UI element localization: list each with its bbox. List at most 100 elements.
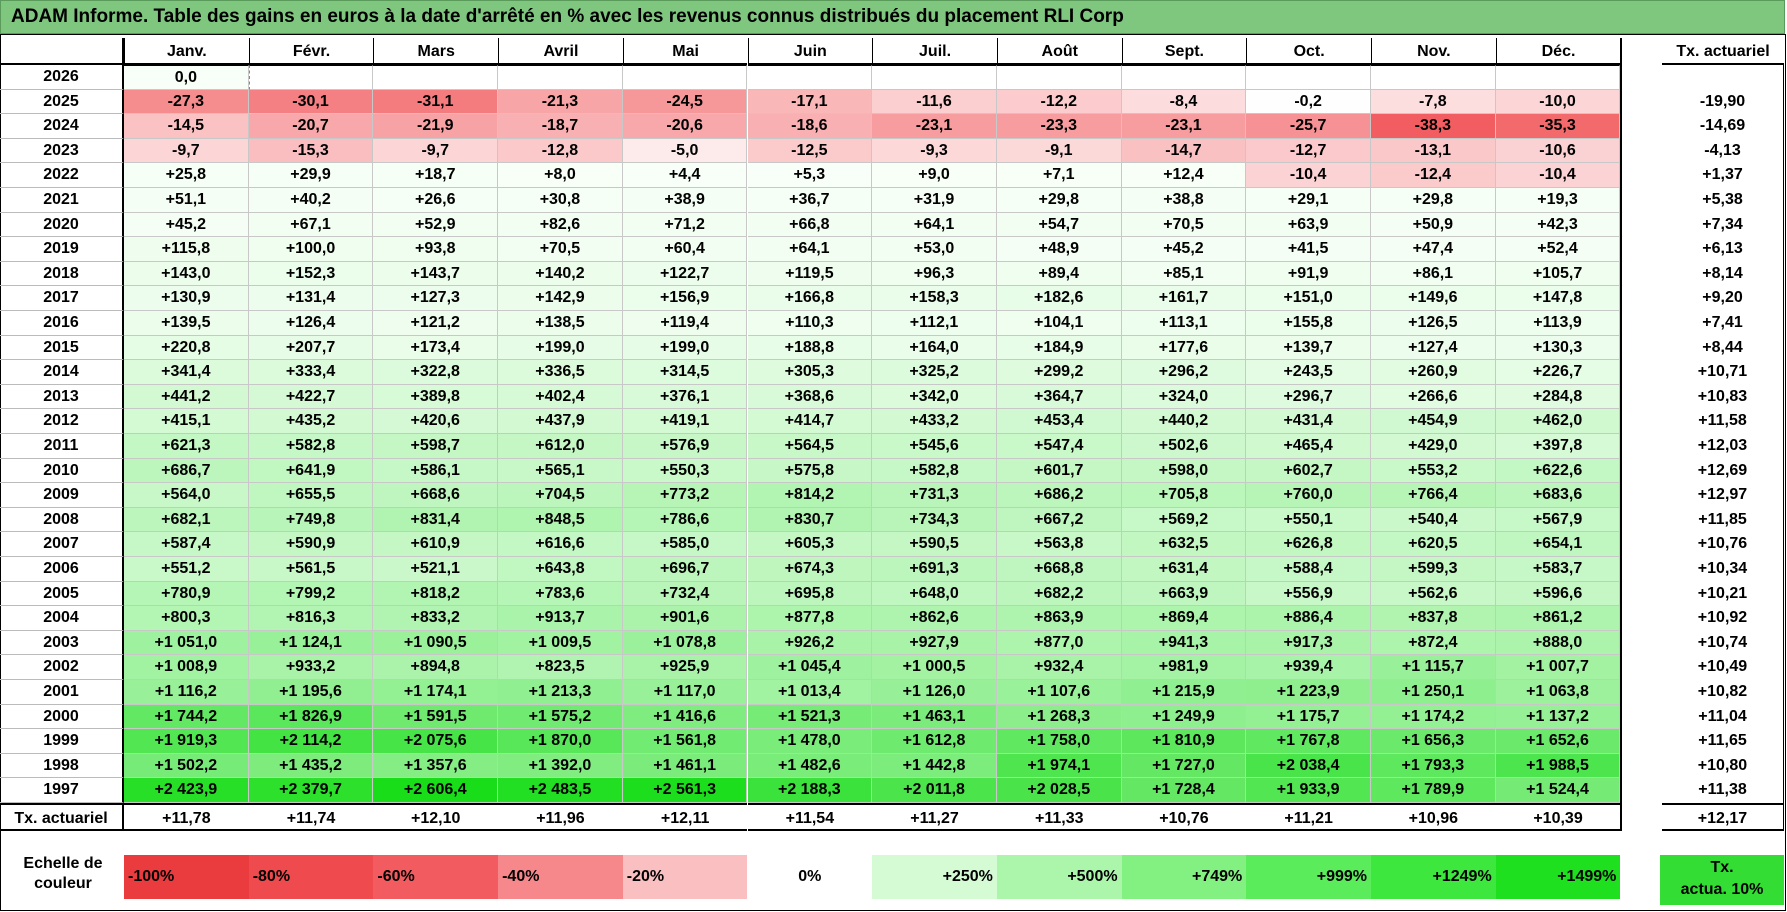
gain-cell: +454,9 (1371, 409, 1496, 434)
gain-cell: +38,9 (622, 188, 748, 213)
gain-cell: -12,2 (996, 89, 1122, 115)
gain-cell: +641,9 (248, 458, 374, 484)
gain-cell: +151,0 (1246, 286, 1371, 311)
gain-cell: +1 223,9 (1246, 680, 1371, 705)
gain-cell: +184,9 (996, 335, 1122, 361)
rate-cell: +11,85 (1660, 507, 1784, 533)
year-label: 2009 (0, 483, 124, 508)
year-label: 2004 (0, 606, 124, 631)
gain-cell: +1 612,8 (872, 729, 997, 754)
rate-cell: +8,14 (1660, 261, 1784, 287)
gain-cell: -15,3 (248, 138, 374, 164)
gain-cell: +415,1 (124, 409, 249, 434)
gain-cell: +682,2 (996, 581, 1122, 607)
gain-cell: +521,1 (373, 557, 499, 582)
year-label: 2007 (0, 532, 124, 557)
gain-cell: +51,1 (124, 188, 249, 213)
gain-cell: +551,2 (124, 557, 249, 582)
gain-cell: +1 442,8 (872, 753, 997, 779)
gain-cell: +814,2 (747, 483, 873, 508)
rate-cell: +11,38 (1660, 778, 1784, 803)
gain-cell: +402,4 (498, 384, 623, 410)
gain-cell: -11,6 (872, 89, 997, 115)
gain-cell: +1 933,9 (1246, 778, 1371, 803)
gain-cell: +575,8 (747, 458, 873, 484)
gain-cell: +1 013,4 (747, 680, 873, 705)
gain-cell: +766,4 (1371, 483, 1496, 508)
gain-cell: +299,2 (996, 360, 1122, 385)
year-label: 2001 (0, 680, 124, 705)
gain-cell: +115,8 (124, 237, 249, 262)
month-header: Juin (747, 38, 873, 65)
gain-cell: +605,3 (747, 532, 873, 557)
year-label: 2020 (0, 212, 124, 238)
gain-cell: +1 051,0 (124, 630, 249, 656)
color-scale-legend: Echelle de couleur -100% -80% -60% -40% -20% 0%… (0, 846, 1787, 912)
rate-cell: +10,74 (1660, 630, 1784, 656)
gain-cell: +322,8 (373, 360, 499, 385)
gain-cell: +1 116,2 (124, 680, 249, 705)
year-label: 2019 (0, 237, 124, 262)
gain-cell: +927,9 (872, 630, 997, 656)
gain-cell: +668,6 (373, 483, 499, 508)
footer-rate-cell: +11,54 (747, 803, 873, 831)
gain-cell: +1 009,5 (498, 630, 623, 656)
gain-cell: +1 435,2 (248, 753, 374, 779)
legend-swatch: -40% (498, 855, 623, 899)
gain-cell: -30,1 (248, 89, 374, 115)
footer-rate-cell: +11,27 (872, 803, 997, 831)
gain-cell: +64,1 (747, 237, 873, 262)
gain-cell: +547,4 (996, 434, 1122, 459)
gain-cell: +376,1 (622, 384, 748, 410)
rate-cell: -14,69 (1660, 114, 1784, 139)
gain-cell: +1 789,9 (1371, 778, 1496, 803)
gain-cell: +284,8 (1495, 384, 1621, 410)
gain-cell: +89,4 (996, 261, 1122, 287)
gain-cell: +2 188,3 (747, 778, 873, 803)
rate-cell: +12,03 (1660, 434, 1784, 459)
gain-cell: +67,1 (248, 212, 374, 238)
gain-cell: +1 463,1 (872, 704, 997, 730)
gain-cell: +1 213,3 (498, 680, 623, 705)
month-header: Déc. (1495, 38, 1621, 65)
gain-cell: +626,8 (1246, 532, 1371, 557)
gain-cell: +341,4 (124, 360, 249, 385)
gain-cell: +939,4 (1246, 655, 1371, 680)
gain-cell: -14,5 (124, 114, 249, 139)
gain-cell: +1 063,8 (1495, 680, 1621, 705)
month-header: Oct. (1246, 38, 1371, 65)
rate-cell: +10,83 (1660, 384, 1784, 410)
gain-cell: +1 482,6 (747, 753, 873, 779)
year-label: 2025 (0, 89, 124, 115)
gain-cell: -38,3 (1371, 114, 1496, 139)
gain-cell: +704,5 (498, 483, 623, 508)
year-label: 1997 (0, 778, 124, 803)
gain-cell: +888,0 (1495, 630, 1621, 656)
gain-cell: -20,6 (622, 114, 748, 139)
gain-cell: +691,3 (872, 557, 997, 582)
gain-cell: +431,4 (1246, 409, 1371, 434)
month-header: Avril (498, 38, 623, 65)
gain-cell: +336,5 (498, 360, 623, 385)
gain-cell: -17,1 (747, 89, 873, 115)
rate-cell: +10,21 (1660, 581, 1784, 607)
gain-cell: +131,4 (248, 286, 374, 311)
rate-cell: +10,92 (1660, 606, 1784, 631)
rate-cell: +10,71 (1660, 360, 1784, 385)
gain-cell: +668,8 (996, 557, 1122, 582)
gain-cell: +389,8 (373, 384, 499, 410)
footer-total-rate: +12,17 (1660, 803, 1784, 831)
gain-cell: +981,9 (1121, 655, 1247, 680)
footer-rate-cell: +11,74 (248, 803, 374, 831)
year-label: 2006 (0, 557, 124, 582)
month-header: Janv. (124, 38, 249, 65)
legend-rate-line2: actua. 10% (1680, 881, 1764, 898)
gain-cell: +800,3 (124, 606, 249, 631)
year-label: 2016 (0, 311, 124, 336)
gain-cell: +420,6 (373, 409, 499, 434)
gain-cell: +182,6 (996, 286, 1122, 311)
gain-cell: +31,9 (872, 188, 997, 213)
gain-cell: -10,0 (1495, 89, 1621, 115)
gain-cell: +1 744,2 (124, 704, 249, 730)
footer-rate-cell: +11,33 (996, 803, 1122, 831)
